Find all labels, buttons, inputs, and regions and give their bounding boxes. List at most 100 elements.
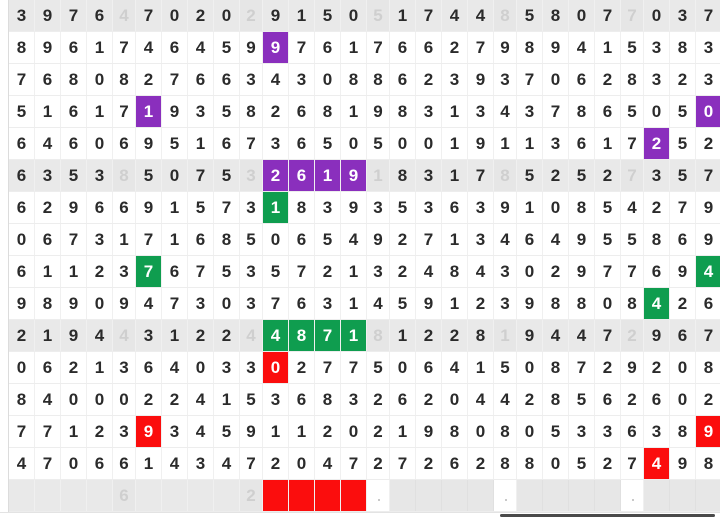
grid-cell[interactable]: 0 — [86, 287, 113, 320]
grid-cell-highlight-green[interactable]: 1 — [262, 191, 289, 224]
grid-cell[interactable]: 5 — [389, 191, 416, 224]
grid-cell[interactable]: 0 — [9, 479, 35, 512]
grid-cell[interactable]: 9 — [568, 223, 595, 256]
grid-separator-cell[interactable]: 4 — [112, 319, 136, 352]
grid-cell[interactable]: 5 — [86, 479, 113, 512]
grid-separator-cell[interactable]: 5 — [620, 31, 644, 64]
grid-cell[interactable]: 7 — [34, 415, 61, 448]
grid-cell[interactable]: 6 — [135, 479, 162, 512]
grid-cell[interactable]: 6 — [60, 127, 87, 160]
grid-cell[interactable]: 9 — [669, 447, 696, 480]
grid-cell[interactable]: 8 — [516, 31, 543, 64]
grid-separator-cell[interactable]: 9 — [493, 191, 517, 224]
grid-separator-cell[interactable]: 1 — [112, 223, 136, 256]
grid-cell[interactable]: 3 — [9, 0, 35, 32]
grid-cell[interactable]: 3 — [441, 63, 468, 96]
grid-separator-cell[interactable]: 1 — [493, 127, 517, 160]
grid-separator-cell[interactable]: 7 — [366, 31, 390, 64]
grid-cell[interactable]: 5 — [516, 0, 543, 32]
grid-cell[interactable]: 2 — [213, 319, 240, 352]
grid-cell[interactable]: 7 — [594, 0, 621, 32]
grid-separator-cell[interactable]: 7 — [112, 31, 136, 64]
grid-cell-highlight-green[interactable]: 1 — [340, 319, 367, 352]
grid-cell[interactable]: 7 — [135, 0, 162, 32]
grid-cell[interactable]: 0 — [262, 223, 289, 256]
grid-cell[interactable]: 0 — [669, 351, 696, 384]
grid-cell[interactable]: 9 — [262, 0, 289, 32]
grid-cell[interactable] — [441, 479, 468, 512]
grid-cell[interactable]: 3 — [695, 63, 720, 96]
grid-separator-cell[interactable]: 6 — [112, 447, 136, 480]
grid-cell[interactable]: 9 — [60, 287, 87, 320]
grid-cell[interactable]: 6 — [441, 191, 468, 224]
grid-cell-highlight-red[interactable] — [340, 479, 367, 512]
grid-cell[interactable]: 4 — [467, 383, 494, 416]
grid-separator-cell[interactable]: 8 — [493, 447, 517, 480]
grid-cell[interactable]: 4 — [467, 255, 494, 288]
grid-cell[interactable]: 8 — [213, 223, 240, 256]
grid-cell[interactable]: 4 — [415, 255, 442, 288]
grid-cell[interactable]: 9 — [415, 415, 442, 448]
grid-cell[interactable]: 9 — [135, 191, 162, 224]
grid-cell[interactable]: 8 — [516, 447, 543, 480]
grid-separator-cell[interactable]: 8 — [620, 287, 644, 320]
grid-cell[interactable]: 7 — [187, 255, 214, 288]
grid-cell[interactable]: 2 — [389, 255, 416, 288]
grid-cell[interactable]: 6 — [669, 319, 696, 352]
grid-separator-cell[interactable]: 3 — [239, 255, 263, 288]
grid-cell[interactable]: 6 — [594, 95, 621, 128]
grid-cell[interactable]: 1 — [467, 351, 494, 384]
grid-cell[interactable]: 1 — [34, 95, 61, 128]
grid-cell[interactable]: 5 — [594, 191, 621, 224]
grid-separator-cell[interactable]: 2 — [620, 383, 644, 416]
grid-cell[interactable]: 0 — [161, 159, 188, 192]
grid-cell[interactable]: 1 — [441, 159, 468, 192]
grid-separator-cell[interactable]: 7 — [620, 255, 644, 288]
grid-separator-cell[interactable] — [366, 479, 390, 512]
grid-separator-cell[interactable]: 7 — [239, 447, 263, 480]
grid-cell-highlight-purple[interactable]: 2 — [643, 127, 670, 160]
grid-cell[interactable]: 6 — [415, 351, 442, 384]
grid-cell[interactable]: 0 — [86, 127, 113, 160]
grid-cell[interactable]: 8 — [568, 95, 595, 128]
grid-cell-highlight-green[interactable]: 4 — [695, 255, 720, 288]
grid-cell[interactable]: 3 — [262, 383, 289, 416]
grid-cell[interactable]: 6 — [34, 63, 61, 96]
grid-separator-cell[interactable]: 7 — [620, 127, 644, 160]
grid-cell[interactable]: 6 — [516, 223, 543, 256]
grid-cell[interactable]: 6 — [161, 255, 188, 288]
grid-cell[interactable]: 1 — [288, 0, 315, 32]
grid-cell[interactable]: 6 — [415, 31, 442, 64]
grid-separator-cell[interactable]: 2 — [239, 0, 263, 32]
grid-cell[interactable]: 8 — [542, 287, 569, 320]
grid-separator-cell[interactable]: 2 — [620, 319, 644, 352]
grid-cell[interactable]: 7 — [594, 319, 621, 352]
grid-cell[interactable]: 6 — [568, 63, 595, 96]
grid-cell[interactable]: 1 — [340, 95, 367, 128]
grid-cell[interactable]: 4 — [135, 31, 162, 64]
grid-cell[interactable]: 0 — [86, 63, 113, 96]
grid-cell[interactable]: 0 — [314, 63, 341, 96]
grid-cell[interactable]: 2 — [60, 351, 87, 384]
grid-cell[interactable]: 0 — [213, 287, 240, 320]
grid-cell[interactable]: 4 — [213, 479, 240, 512]
grid-cell[interactable]: 7 — [695, 319, 720, 352]
grid-cell[interactable]: 9 — [695, 191, 720, 224]
grid-cell[interactable]: 3 — [161, 415, 188, 448]
grid-cell[interactable]: 3 — [187, 447, 214, 480]
grid-cell[interactable]: 2 — [695, 127, 720, 160]
grid-cell[interactable]: 6 — [9, 255, 35, 288]
grid-separator-cell[interactable]: 3 — [239, 63, 263, 96]
grid-cell[interactable]: 3 — [542, 127, 569, 160]
grid-cell[interactable]: 6 — [187, 223, 214, 256]
grid-cell[interactable]: 0 — [161, 0, 188, 32]
grid-separator-cell[interactable]: 3 — [239, 159, 263, 192]
grid-cell[interactable]: 4 — [135, 287, 162, 320]
grid-cell-highlight-purple[interactable]: 1 — [135, 95, 162, 128]
grid-cell[interactable]: 5 — [213, 255, 240, 288]
grid-cell[interactable]: 1 — [161, 319, 188, 352]
grid-cell[interactable]: 9 — [467, 63, 494, 96]
grid-cell[interactable]: 1 — [594, 31, 621, 64]
grid-cell-highlight-green[interactable]: 4 — [262, 319, 289, 352]
grid-cell[interactable]: 6 — [9, 127, 35, 160]
